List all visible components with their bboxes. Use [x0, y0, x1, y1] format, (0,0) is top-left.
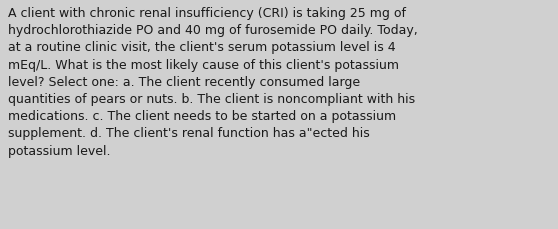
Text: A client with chronic renal insufficiency (CRI) is taking 25 mg of
hydrochloroth: A client with chronic renal insufficienc… [8, 7, 418, 157]
